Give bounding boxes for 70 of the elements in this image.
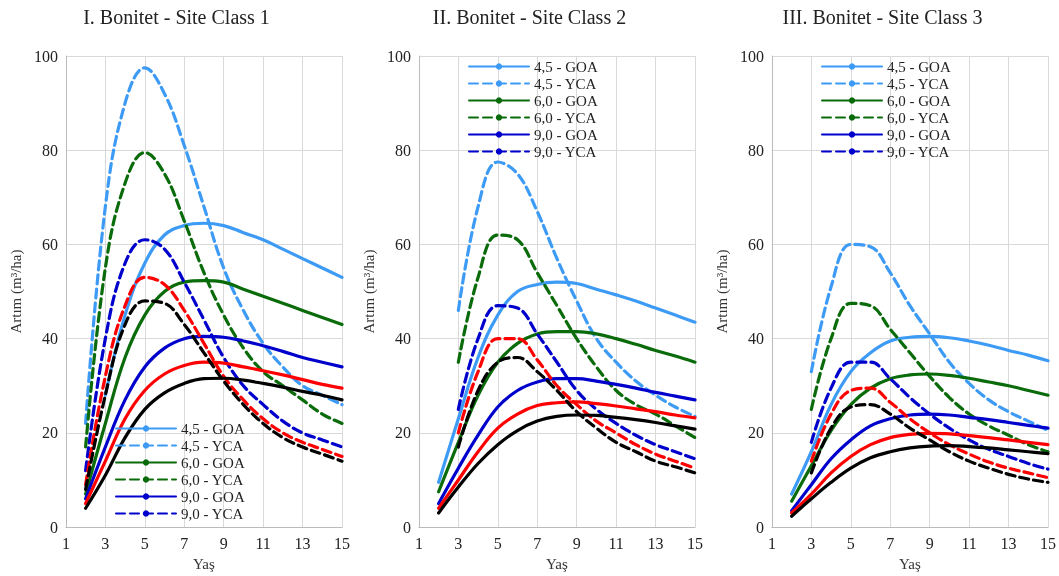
x-tick-label: 3 bbox=[807, 534, 816, 552]
y-tick-label: 0 bbox=[402, 518, 411, 536]
x-tick-label: 5 bbox=[140, 534, 149, 552]
legend-label: 9,0 - YCA bbox=[181, 505, 244, 522]
y-tick-label: 40 bbox=[747, 330, 764, 348]
x-tick-label: 9 bbox=[925, 534, 934, 552]
chart-title: II. Bonitet - Site Class 2 bbox=[432, 6, 627, 28]
y-tick-label: 100 bbox=[739, 47, 764, 65]
y-axis-title: Artım (m³/ha) bbox=[713, 249, 731, 334]
legend-label: 6,0 - GOA bbox=[534, 92, 598, 109]
x-axis-title: Yaş bbox=[899, 555, 922, 572]
legend-label: 4,5 - GOA bbox=[181, 420, 245, 437]
y-tick-label: 40 bbox=[394, 330, 411, 348]
x-tick-label: 1 bbox=[61, 534, 70, 552]
legend-label: 9,0 - GOA bbox=[181, 488, 245, 505]
legend-label: 4,5 - YCA bbox=[534, 75, 597, 92]
y-tick-label: 60 bbox=[394, 235, 411, 253]
legend-label: 6,0 - GOA bbox=[887, 92, 951, 109]
x-tick-label: 13 bbox=[647, 534, 664, 552]
x-tick-label: 7 bbox=[533, 534, 542, 552]
x-tick-label: 11 bbox=[961, 534, 977, 552]
y-tick-label: 100 bbox=[33, 47, 58, 65]
legend-label: 6,0 - YCA bbox=[534, 109, 597, 126]
legend-label: 9,0 - YCA bbox=[534, 143, 597, 160]
legend-label: 4,5 - YCA bbox=[181, 437, 244, 454]
x-tick-label: 15 bbox=[1040, 534, 1056, 552]
y-axis-title: Artım (m³/ha) bbox=[360, 249, 378, 334]
x-tick-label: 7 bbox=[180, 534, 189, 552]
legend-label: 6,0 - YCA bbox=[181, 471, 244, 488]
x-tick-label: 15 bbox=[334, 534, 350, 552]
legend-label: 6,0 - GOA bbox=[181, 454, 245, 471]
x-tick-label: 13 bbox=[1000, 534, 1017, 552]
y-tick-label: 0 bbox=[49, 518, 58, 536]
y-tick-label: 80 bbox=[394, 141, 411, 159]
y-tick-label: 100 bbox=[386, 47, 411, 65]
legend-label: 9,0 - GOA bbox=[887, 126, 951, 143]
chart-title: I. Bonitet - Site Class 1 bbox=[83, 6, 270, 28]
x-tick-label: 9 bbox=[219, 534, 228, 552]
x-tick-label: 11 bbox=[255, 534, 271, 552]
x-tick-label: 3 bbox=[101, 534, 110, 552]
x-tick-label: 1 bbox=[414, 534, 423, 552]
y-tick-label: 80 bbox=[41, 141, 58, 159]
y-tick-label: 20 bbox=[41, 424, 58, 442]
x-tick-label: 7 bbox=[886, 534, 895, 552]
y-axis-title: Artım (m³/ha) bbox=[7, 249, 25, 334]
legend-label: 4,5 - GOA bbox=[887, 58, 951, 75]
x-tick-label: 1 bbox=[767, 534, 776, 552]
y-tick-label: 0 bbox=[755, 518, 764, 536]
chart-title: III. Bonitet - Site Class 3 bbox=[782, 6, 983, 28]
legend-label: 4,5 - YCA bbox=[887, 75, 950, 92]
legend-label: 6,0 - YCA bbox=[887, 109, 950, 126]
y-tick-label: 20 bbox=[747, 424, 764, 442]
x-tick-label: 5 bbox=[846, 534, 855, 552]
x-axis-title: Yaş bbox=[193, 555, 216, 572]
x-axis-title: Yaş bbox=[546, 555, 569, 572]
x-tick-label: 15 bbox=[687, 534, 703, 552]
x-tick-label: 3 bbox=[454, 534, 463, 552]
legend-label: 4,5 - GOA bbox=[534, 58, 598, 75]
legend-label: 9,0 - YCA bbox=[887, 143, 950, 160]
y-tick-label: 60 bbox=[41, 235, 58, 253]
x-tick-label: 5 bbox=[493, 534, 502, 552]
legend-label: 9,0 - GOA bbox=[534, 126, 598, 143]
y-tick-label: 80 bbox=[747, 141, 764, 159]
x-tick-label: 13 bbox=[294, 534, 311, 552]
x-tick-label: 9 bbox=[572, 534, 581, 552]
y-tick-label: 40 bbox=[41, 330, 58, 348]
x-tick-label: 11 bbox=[608, 534, 624, 552]
y-tick-label: 60 bbox=[747, 235, 764, 253]
y-tick-label: 20 bbox=[394, 424, 411, 442]
line-series bbox=[84, 66, 344, 426]
